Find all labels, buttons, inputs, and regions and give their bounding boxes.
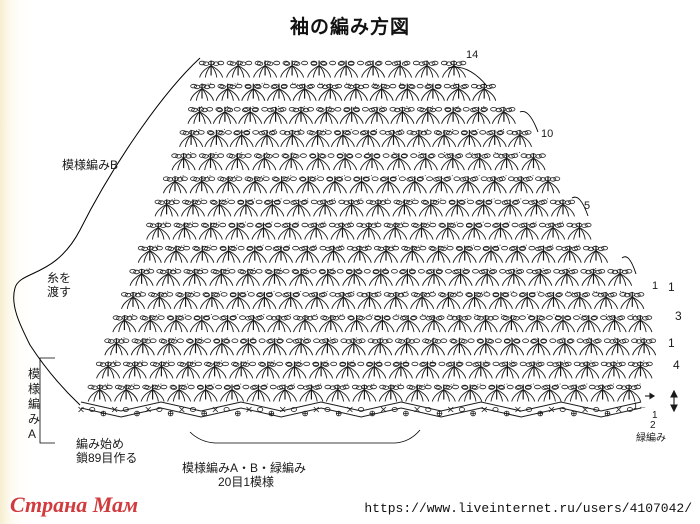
svg-text:鎖89目作る: 鎖89目作る: [76, 450, 137, 465]
svg-text:5: 5: [584, 200, 590, 212]
svg-text:編: 編: [28, 396, 40, 411]
svg-text:20目1模様: 20目1模様: [218, 475, 274, 489]
svg-text:様: 様: [28, 382, 40, 396]
svg-text:み: み: [28, 412, 40, 426]
svg-text:模: 模: [28, 367, 40, 381]
svg-text:A: A: [28, 427, 36, 441]
svg-text:4: 4: [673, 358, 680, 372]
svg-text:1: 1: [668, 280, 675, 294]
svg-text:3: 3: [675, 309, 682, 323]
svg-text:糸を: 糸を: [47, 271, 71, 285]
svg-text:1: 1: [668, 336, 675, 350]
svg-text:模様編みB: 模様編みB: [62, 157, 118, 172]
svg-text:2: 2: [650, 420, 656, 431]
svg-text:模様編みA・B・緑編み: 模様編みA・B・緑編み: [182, 460, 306, 475]
svg-text:14: 14: [466, 49, 478, 61]
svg-text:渡す: 渡す: [47, 284, 71, 299]
svg-text:緑編み: 緑編み: [636, 431, 666, 444]
svg-text:10: 10: [541, 128, 553, 140]
svg-text:1: 1: [652, 280, 658, 292]
svg-text:1←: 1←: [633, 401, 647, 411]
svg-text:編み始め: 編み始め: [76, 436, 124, 451]
